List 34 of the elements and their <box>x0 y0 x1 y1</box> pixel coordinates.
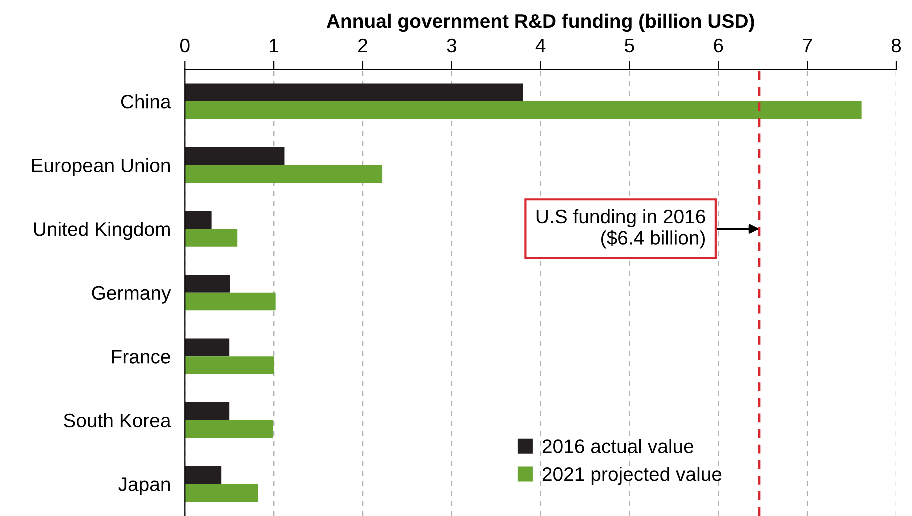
bar <box>185 484 258 502</box>
x-tick-label: 7 <box>803 39 812 52</box>
bar <box>185 211 212 230</box>
annotation: U.S funding in 2016 ($6.4 billion) <box>536 209 706 249</box>
bar <box>185 356 274 374</box>
y-tick-label: China <box>121 94 172 109</box>
y-tick-label: South Korea <box>64 413 172 428</box>
y-tick-label: United Kingdom <box>34 222 170 240</box>
y-tick-label: Germany <box>92 286 172 304</box>
x-tick-label: 8 <box>892 38 902 53</box>
x-tick-label: 6 <box>714 38 724 53</box>
x-tick-label: 0 <box>180 38 190 53</box>
x-tick-label: 1 <box>270 39 279 52</box>
y-tick-label: European Union <box>32 158 170 176</box>
bar <box>185 338 230 357</box>
x-tick-label: 2 <box>358 38 368 52</box>
bar <box>185 165 383 184</box>
bar <box>185 229 238 247</box>
x-tick-label: 5 <box>625 39 634 53</box>
bar <box>185 420 274 438</box>
chart-title: Annual government R&D funding (billion USD) <box>326 14 754 32</box>
legend-label: 2021 projected value <box>542 466 722 486</box>
bar <box>185 292 276 311</box>
bar <box>185 147 285 166</box>
bar <box>185 466 222 484</box>
x-tick-label: 4 <box>536 39 546 52</box>
y-tick-label: France <box>112 350 170 364</box>
bar <box>185 102 862 120</box>
legend-label: 2016 actual value <box>542 439 694 454</box>
bar <box>185 84 524 102</box>
y-tick-label: Japan <box>118 478 170 496</box>
bar <box>185 274 230 293</box>
x-tick-label: 3 <box>447 38 456 53</box>
bar <box>185 402 230 420</box>
